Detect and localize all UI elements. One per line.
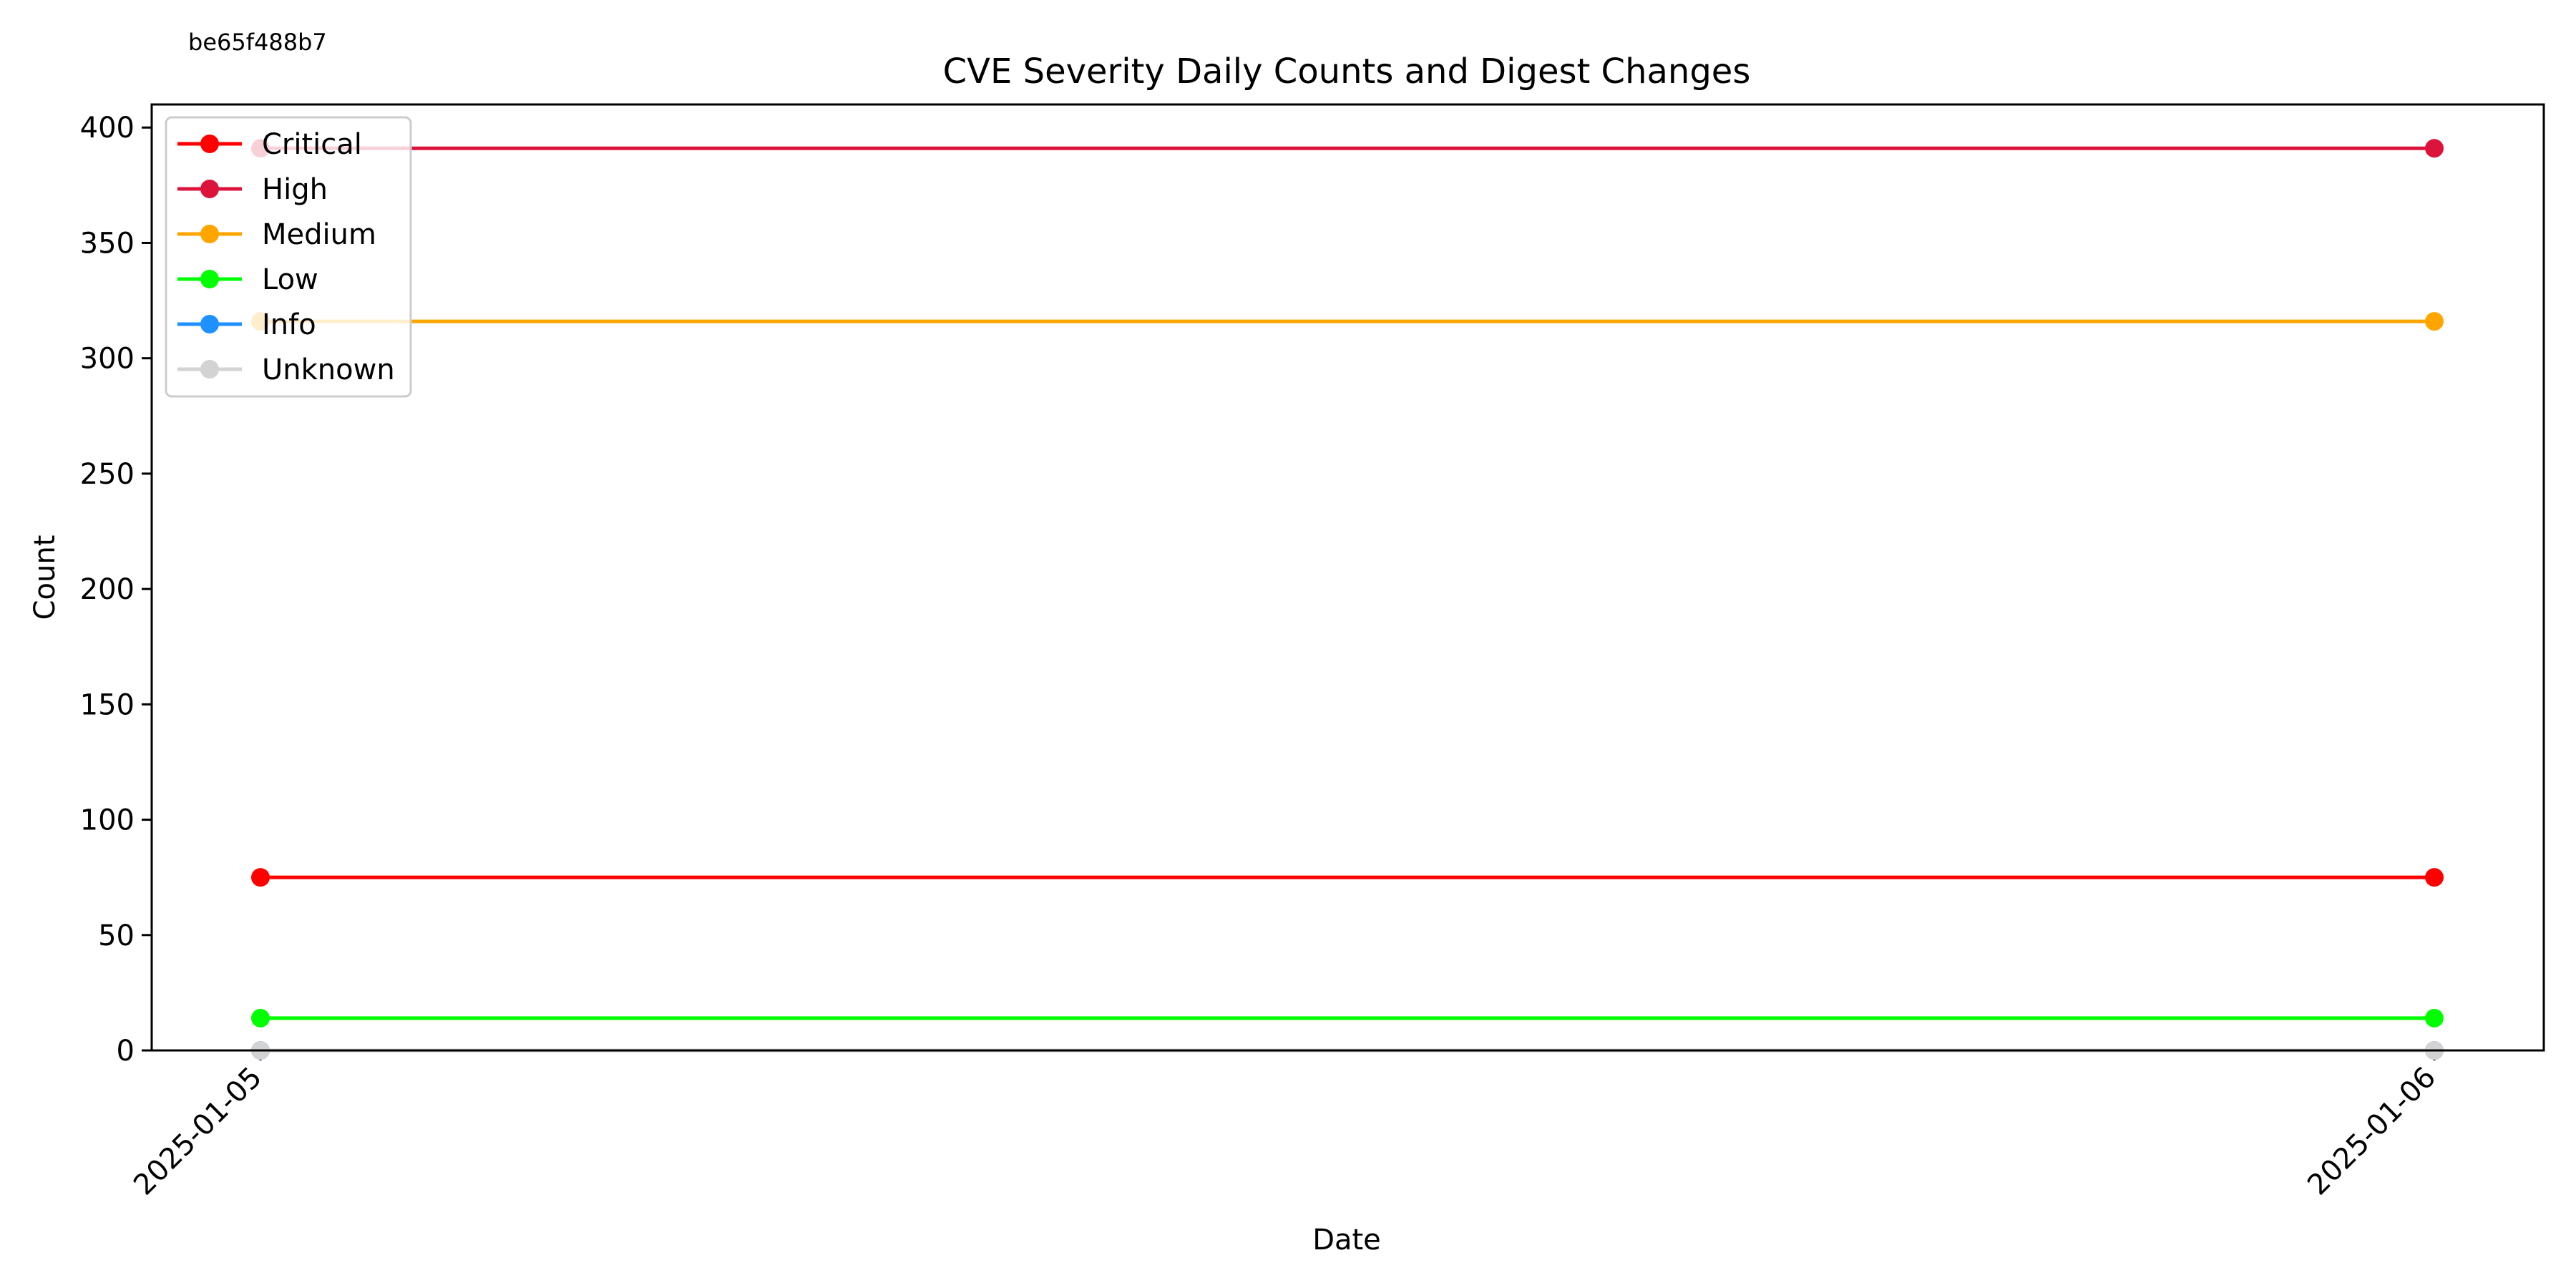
data-point (2425, 312, 2444, 331)
legend-item: Low (177, 263, 318, 296)
chart-title: CVE Severity Daily Counts and Digest Cha… (943, 52, 1751, 92)
legend: Critical High Medium Low Info Unknown (165, 116, 412, 398)
legend-label: Info (262, 308, 316, 341)
legend-item: Critical (177, 128, 362, 161)
plot-frame (150, 103, 2545, 1052)
data-point (2425, 139, 2444, 158)
series-critical (251, 868, 2444, 887)
legend-item: Unknown (177, 353, 395, 386)
legend-item: High (177, 173, 328, 206)
y-tick-label: 300 (80, 343, 135, 376)
legend-item: Medium (177, 218, 376, 251)
legend-marker (200, 135, 219, 153)
legend-label: Critical (262, 128, 362, 161)
legend-marker (200, 225, 219, 243)
x-axis-label: Date (1312, 1224, 1381, 1257)
data-point (251, 868, 270, 887)
y-axis-label: Count (29, 535, 62, 620)
y-tick-label: 100 (80, 804, 135, 837)
legend-label: Medium (262, 218, 376, 251)
y-axis: 0 50 100 150 200 250 300 350 400 (80, 112, 152, 1068)
legend-label: High (262, 173, 328, 206)
legend-label: Unknown (262, 353, 395, 386)
legend-marker (200, 270, 219, 288)
data-point (2425, 1008, 2444, 1028)
legend-marker (200, 360, 219, 379)
corner-id: be65f488b7 (188, 29, 327, 56)
y-tick-label: 0 (117, 1035, 135, 1068)
data-point (251, 1008, 270, 1028)
legend-label: Low (262, 263, 318, 296)
y-tick-label: 150 (80, 688, 135, 721)
y-tick-label: 400 (80, 112, 135, 145)
y-tick-label: 350 (80, 227, 135, 260)
y-tick-label: 250 (80, 458, 135, 491)
legend-marker (200, 315, 219, 333)
y-tick-label: 50 (98, 919, 135, 952)
y-tick-label: 200 (80, 573, 135, 606)
data-point (2425, 868, 2444, 887)
series-low (251, 1008, 2444, 1028)
legend-item: Info (177, 308, 316, 341)
legend-marker (200, 180, 219, 198)
